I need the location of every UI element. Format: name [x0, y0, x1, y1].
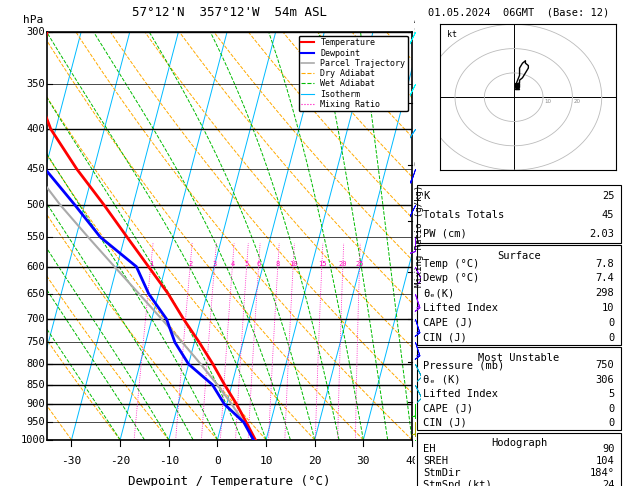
Text: 850: 850	[26, 380, 45, 390]
Text: 1: 1	[414, 397, 420, 407]
Text: 20: 20	[308, 456, 321, 466]
Text: 5: 5	[245, 261, 249, 267]
Text: CAPE (J): CAPE (J)	[423, 318, 474, 328]
Text: 30: 30	[357, 456, 370, 466]
Text: 400: 400	[26, 124, 45, 134]
Text: -20: -20	[110, 456, 130, 466]
Text: 25: 25	[355, 261, 364, 267]
Text: Mixing Ratio (g/kg): Mixing Ratio (g/kg)	[415, 185, 424, 287]
Text: 6: 6	[414, 160, 420, 170]
Text: 2.03: 2.03	[589, 229, 615, 239]
Text: 750: 750	[596, 361, 615, 370]
Text: Dewp (°C): Dewp (°C)	[423, 273, 480, 283]
Text: K: K	[423, 191, 430, 201]
Text: 7.4: 7.4	[596, 273, 615, 283]
Text: km
ASL: km ASL	[414, 4, 431, 25]
Text: 10: 10	[602, 303, 615, 313]
Text: Lifted Index: Lifted Index	[423, 303, 498, 313]
Text: SREH: SREH	[423, 456, 448, 466]
Text: LCL: LCL	[414, 435, 431, 445]
Text: 450: 450	[26, 164, 45, 174]
Text: CIN (J): CIN (J)	[423, 332, 467, 343]
Text: 7: 7	[414, 98, 420, 108]
Text: 0: 0	[608, 418, 615, 428]
Text: Surface: Surface	[497, 251, 541, 261]
Text: 1000: 1000	[20, 435, 45, 445]
Text: 900: 900	[26, 399, 45, 409]
Text: 104: 104	[596, 456, 615, 466]
Text: 300: 300	[26, 27, 45, 36]
Text: Totals Totals: Totals Totals	[423, 210, 504, 220]
Text: 4: 4	[414, 267, 420, 277]
Text: 650: 650	[26, 289, 45, 299]
Text: 25: 25	[602, 191, 615, 201]
Text: 1: 1	[149, 261, 153, 267]
Text: 298: 298	[596, 288, 615, 298]
Text: 24: 24	[602, 480, 615, 486]
Text: 500: 500	[26, 200, 45, 210]
Text: CIN (J): CIN (J)	[423, 418, 467, 428]
Text: 0: 0	[608, 403, 615, 414]
Text: 40: 40	[405, 456, 419, 466]
Text: Hodograph: Hodograph	[491, 438, 547, 449]
Text: 10: 10	[545, 99, 552, 104]
Text: 550: 550	[26, 232, 45, 242]
Text: θₑ (K): θₑ (K)	[423, 375, 461, 385]
Text: -10: -10	[159, 456, 179, 466]
Text: 4: 4	[230, 261, 235, 267]
Text: 600: 600	[26, 261, 45, 272]
Text: 15: 15	[318, 261, 326, 267]
Text: 2: 2	[188, 261, 192, 267]
Text: 306: 306	[596, 375, 615, 385]
Bar	[417, 245, 621, 345]
Text: θₑ(K): θₑ(K)	[423, 288, 455, 298]
Text: Pressure (mb): Pressure (mb)	[423, 361, 504, 370]
Text: Lifted Index: Lifted Index	[423, 389, 498, 399]
Text: StmDir: StmDir	[423, 468, 461, 478]
Text: 950: 950	[26, 417, 45, 428]
Text: 0: 0	[608, 332, 615, 343]
Text: 57°12'N  357°12'W  54m ASL: 57°12'N 357°12'W 54m ASL	[132, 6, 327, 19]
Text: Most Unstable: Most Unstable	[478, 353, 560, 364]
Text: 700: 700	[26, 314, 45, 324]
Text: -30: -30	[62, 456, 82, 466]
Bar	[417, 433, 621, 486]
Text: kt: kt	[447, 30, 457, 39]
Text: 0: 0	[214, 456, 221, 466]
Text: Dewpoint / Temperature (°C): Dewpoint / Temperature (°C)	[128, 474, 331, 486]
Text: 2: 2	[414, 357, 420, 367]
Text: 45: 45	[602, 210, 615, 220]
Text: 90: 90	[602, 444, 615, 454]
Text: 10: 10	[259, 456, 273, 466]
Text: 0: 0	[608, 318, 615, 328]
Text: Temp (°C): Temp (°C)	[423, 259, 480, 269]
Text: StmSpd (kt): StmSpd (kt)	[423, 480, 493, 486]
Text: 6: 6	[257, 261, 261, 267]
Legend: Temperature, Dewpoint, Parcel Trajectory, Dry Adiabat, Wet Adiabat, Isotherm, Mi: Temperature, Dewpoint, Parcel Trajectory…	[299, 36, 408, 111]
Text: hPa: hPa	[23, 16, 43, 25]
Text: 3: 3	[414, 314, 420, 324]
Text: 184°: 184°	[589, 468, 615, 478]
Bar	[417, 347, 621, 430]
Text: EH: EH	[423, 444, 436, 454]
Text: 20: 20	[338, 261, 347, 267]
Text: 8: 8	[414, 27, 420, 36]
Text: 20: 20	[574, 99, 581, 104]
Text: 5: 5	[414, 216, 420, 226]
Bar	[417, 185, 621, 243]
Text: 350: 350	[26, 79, 45, 89]
Text: 3: 3	[213, 261, 217, 267]
Text: 8: 8	[276, 261, 280, 267]
Text: 10: 10	[289, 261, 298, 267]
Text: 800: 800	[26, 359, 45, 369]
Text: 750: 750	[26, 337, 45, 347]
Text: 01.05.2024  06GMT  (Base: 12): 01.05.2024 06GMT (Base: 12)	[428, 7, 610, 17]
Text: CAPE (J): CAPE (J)	[423, 403, 474, 414]
Text: 7.8: 7.8	[596, 259, 615, 269]
Text: PW (cm): PW (cm)	[423, 229, 467, 239]
Text: 5: 5	[608, 389, 615, 399]
